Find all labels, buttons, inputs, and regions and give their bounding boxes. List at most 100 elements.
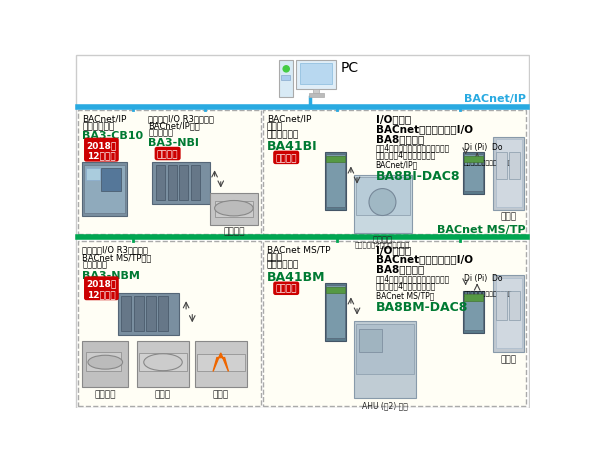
Text: 通信カード: 通信カード <box>82 260 107 269</box>
Bar <box>191 166 200 200</box>
Bar <box>215 201 253 218</box>
Bar <box>464 157 483 162</box>
Text: BA8BM-DAC8: BA8BM-DAC8 <box>375 300 468 313</box>
Bar <box>117 293 179 336</box>
Bar <box>197 354 245 371</box>
Bar <box>195 341 247 387</box>
Bar <box>496 291 507 320</box>
Bar <box>137 341 189 387</box>
Bar <box>263 111 526 235</box>
Text: 通信カード: 通信カード <box>148 128 173 137</box>
Text: BA41BM: BA41BM <box>267 270 326 283</box>
Text: 分電盤: 分電盤 <box>501 355 517 364</box>
Ellipse shape <box>88 355 123 369</box>
Text: BA3-NBI: BA3-NBI <box>148 137 199 147</box>
Bar <box>122 297 132 331</box>
Circle shape <box>283 67 289 73</box>
Bar <box>86 169 100 180</box>
Text: リモートI/O R3シリーズ: リモートI/O R3シリーズ <box>82 245 148 254</box>
Bar <box>509 153 520 179</box>
Text: BACnet MS/TP: BACnet MS/TP <box>437 225 526 235</box>
Text: コントローラ: コントローラ <box>82 122 114 131</box>
Polygon shape <box>213 353 228 372</box>
Bar <box>313 90 319 94</box>
Text: ボイラ: ボイラ <box>212 389 229 398</box>
Bar <box>354 176 412 233</box>
Bar <box>179 166 188 200</box>
Text: Di (Pi)  Do: Di (Pi) Do <box>464 143 503 151</box>
Text: 熱源装置: 熱源装置 <box>223 227 245 236</box>
Bar <box>496 153 507 179</box>
Text: （電熱器、2次ポンプなど）: （電熱器、2次ポンプなど） <box>355 241 410 247</box>
Bar <box>300 63 332 85</box>
Bar <box>139 353 187 372</box>
Text: Di (Pi)  Do: Di (Pi) Do <box>464 273 503 282</box>
Text: BACnet MS/TP用: BACnet MS/TP用 <box>375 291 434 300</box>
Text: コントローラ: コントローラ <box>267 129 299 139</box>
Bar <box>82 341 129 387</box>
Text: 2018年
12月発売: 2018年 12月発売 <box>86 279 117 298</box>
Text: 電力パルスも入力できます。: 電力パルスも入力できます。 <box>464 291 513 297</box>
Text: BA3-NBM: BA3-NBM <box>82 270 140 280</box>
Bar <box>279 61 293 97</box>
Bar <box>101 169 122 192</box>
Text: BACnet対応リモートI/O: BACnet対応リモートI/O <box>375 123 473 134</box>
Bar <box>263 241 526 406</box>
Bar <box>82 162 127 217</box>
Text: 2018年
12月発売: 2018年 12月発売 <box>86 140 117 160</box>
Bar <box>152 162 210 205</box>
Bar <box>326 155 345 207</box>
Bar <box>78 241 261 406</box>
Ellipse shape <box>369 189 396 216</box>
Text: BA8シリーズ: BA8シリーズ <box>375 264 424 274</box>
Bar <box>463 291 484 333</box>
Bar <box>464 293 483 330</box>
Text: BACnet/IP: BACnet/IP <box>82 114 126 123</box>
Text: リモートI/O R3シリーズ: リモートI/O R3シリーズ <box>148 114 214 123</box>
Bar <box>496 278 522 348</box>
Bar <box>86 353 121 372</box>
Bar <box>156 166 165 200</box>
Text: 蓄熱槽機: 蓄熱槽機 <box>372 235 392 244</box>
Text: PC: PC <box>341 61 359 74</box>
Text: 熱源装置: 熱源装置 <box>94 389 116 398</box>
Bar <box>84 166 124 213</box>
Text: BACnet対応リモートI/O: BACnet対応リモートI/O <box>375 254 473 264</box>
Text: 開発予定: 開発予定 <box>276 154 297 162</box>
Bar <box>324 283 346 341</box>
Bar <box>210 193 258 226</box>
Text: 一体形: 一体形 <box>267 122 283 131</box>
Text: 開発予定: 開発予定 <box>157 150 178 159</box>
Bar <box>326 157 345 162</box>
Bar <box>359 330 382 353</box>
Text: 冷凍機: 冷凍機 <box>155 389 171 398</box>
Ellipse shape <box>215 201 253 217</box>
Ellipse shape <box>144 354 182 371</box>
Bar <box>168 166 177 200</box>
Text: BACnet MS/TP対応: BACnet MS/TP対応 <box>82 252 152 262</box>
Text: BA3-CB10: BA3-CB10 <box>82 131 143 141</box>
Text: 接点4点入力（パルス入力兼用）、: 接点4点入力（パルス入力兼用）、 <box>375 143 450 151</box>
Bar <box>464 295 483 301</box>
Text: 開発予定: 開発予定 <box>276 284 297 293</box>
Bar <box>158 297 168 331</box>
Bar <box>326 287 345 293</box>
Text: 接点4点入力（パルス入力兼用）、: 接点4点入力（パルス入力兼用）、 <box>375 273 450 282</box>
Bar <box>146 297 156 331</box>
Bar <box>281 76 290 81</box>
Bar <box>326 285 345 338</box>
Text: リレー接点4点出力ユニット: リレー接点4点出力ユニット <box>375 281 436 290</box>
Text: I/O一体形: I/O一体形 <box>375 114 411 124</box>
Text: BA8シリーズ: BA8シリーズ <box>375 134 424 143</box>
Bar <box>496 140 522 207</box>
Bar <box>493 137 524 210</box>
Text: AHU (＊2) など: AHU (＊2) など <box>362 401 408 410</box>
Bar <box>134 297 144 331</box>
Text: BACnet/IP: BACnet/IP <box>464 94 526 104</box>
Bar <box>309 94 324 97</box>
Text: BACnet/IP対応: BACnet/IP対応 <box>148 121 200 130</box>
Text: 一体形: 一体形 <box>267 252 283 262</box>
Bar <box>296 61 336 90</box>
Bar <box>354 322 415 398</box>
Bar <box>509 291 520 320</box>
